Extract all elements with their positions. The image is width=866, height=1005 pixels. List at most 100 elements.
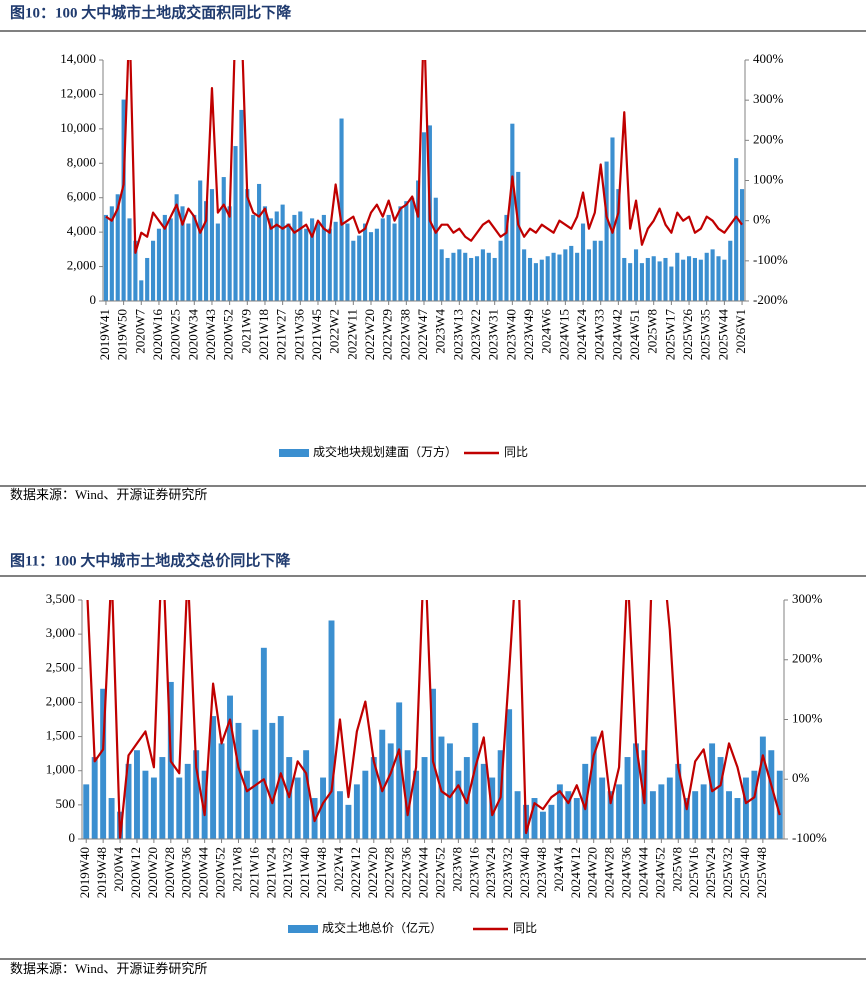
chart-title: 图11：100 大中城市土地成交总价同比下降 <box>10 551 291 569</box>
bar <box>480 763 487 839</box>
x-tick-label: 2023W4 <box>433 309 448 354</box>
x-tick-label: 2024W28 <box>602 847 617 898</box>
bar <box>151 240 156 301</box>
bar <box>455 770 462 839</box>
bar <box>516 171 521 301</box>
bar <box>103 214 109 301</box>
bar <box>607 791 614 839</box>
bar <box>392 223 397 301</box>
bar <box>125 763 132 839</box>
bar <box>582 763 589 839</box>
x-tick-label: 2023W40 <box>517 847 532 898</box>
bar <box>227 695 233 839</box>
bar <box>210 716 217 839</box>
bar <box>180 206 185 301</box>
bar <box>91 757 98 839</box>
y2-tick-label: 0% <box>792 770 810 785</box>
x-tick-label: 2020W7 <box>132 309 147 354</box>
bar <box>186 223 191 301</box>
bar <box>686 256 692 301</box>
bar <box>286 223 291 301</box>
y2-tick-label: 100% <box>792 710 823 725</box>
bar <box>260 647 267 839</box>
bar <box>451 252 456 301</box>
bar <box>235 722 242 839</box>
bar <box>486 252 491 301</box>
bar <box>421 132 427 301</box>
x-tick-label: 2025W17 <box>662 309 677 361</box>
bar <box>239 109 244 302</box>
x-tick-label: 2023W24 <box>483 847 498 899</box>
bar <box>522 249 527 301</box>
x-tick-label: 2023W40 <box>503 309 518 360</box>
legend: 成交土地总价（亿元） 同比 <box>288 920 537 935</box>
bar <box>768 750 775 839</box>
bar <box>533 263 538 301</box>
bar <box>539 811 546 839</box>
x-tick-label: 2024W24 <box>574 309 589 361</box>
y-tick-label: 1,500 <box>46 728 75 743</box>
x-tick-label: 2021W32 <box>280 847 295 898</box>
bar <box>315 223 321 301</box>
y-tick-label: 2,000 <box>67 258 96 273</box>
bar <box>463 757 470 839</box>
bar <box>616 189 621 301</box>
bar <box>633 743 639 839</box>
bar <box>472 722 479 839</box>
bar <box>633 249 639 301</box>
y2-tick-label: -200% <box>753 292 788 307</box>
x-tick-label: 2022W44 <box>416 847 431 899</box>
bar <box>433 197 438 301</box>
legend-label: 同比 <box>513 921 537 935</box>
bar <box>192 214 197 301</box>
x-tick-label: 2021W8 <box>229 847 244 892</box>
y-tick-label: 1,000 <box>46 762 75 777</box>
bar <box>198 180 203 301</box>
bar <box>139 280 144 301</box>
y2-tick-label: 0% <box>753 212 771 227</box>
x-tick-label: 2020W28 <box>162 847 177 898</box>
x-tick-label: 2023W13 <box>450 309 465 360</box>
bar <box>590 736 597 839</box>
y-tick-label: 6,000 <box>67 189 96 204</box>
x-tick-label: 2020W4 <box>111 847 126 892</box>
bar <box>410 197 415 301</box>
bar <box>133 240 138 301</box>
y2-tick-label: -100% <box>792 830 827 845</box>
bar <box>380 218 385 301</box>
bar <box>298 211 303 301</box>
bar <box>386 214 391 301</box>
x-tick-label: 2023W16 <box>466 847 481 899</box>
x-tick-label: 2020W52 <box>221 309 236 360</box>
bar <box>421 757 428 839</box>
y-tick-label: 12,000 <box>60 85 96 100</box>
x-tick-label: 2021W24 <box>263 847 278 899</box>
bar <box>168 218 173 301</box>
x-tick-label: 2025W26 <box>680 309 695 361</box>
source: 数据来源：Wind、开源证券研究所 <box>10 487 207 502</box>
bar <box>184 763 191 839</box>
x-tick-label: 2022W29 <box>380 309 395 360</box>
x-tick-label: 2020W52 <box>213 847 228 898</box>
legend-swatch <box>288 925 318 933</box>
legend: 成交地块规划建面（万方） 同比 <box>279 444 528 459</box>
bar <box>469 257 474 301</box>
bar <box>569 245 574 301</box>
bar <box>204 201 209 301</box>
x-tick-label: 2020W25 <box>168 309 183 360</box>
x-tick-label: 2024W51 <box>627 309 642 360</box>
bar <box>277 716 284 839</box>
bar <box>351 240 356 301</box>
bar <box>83 784 90 839</box>
bar <box>320 777 327 839</box>
bar <box>527 257 533 301</box>
bar <box>624 757 631 839</box>
bar <box>243 770 250 839</box>
bar <box>337 791 343 839</box>
bar <box>257 183 262 301</box>
bar <box>610 137 615 301</box>
y-tick-label: 3,000 <box>46 625 75 640</box>
bar <box>251 214 256 301</box>
x-tick-label: 2021W16 <box>246 847 261 899</box>
x-tick-label: 2021W36 <box>291 309 306 361</box>
